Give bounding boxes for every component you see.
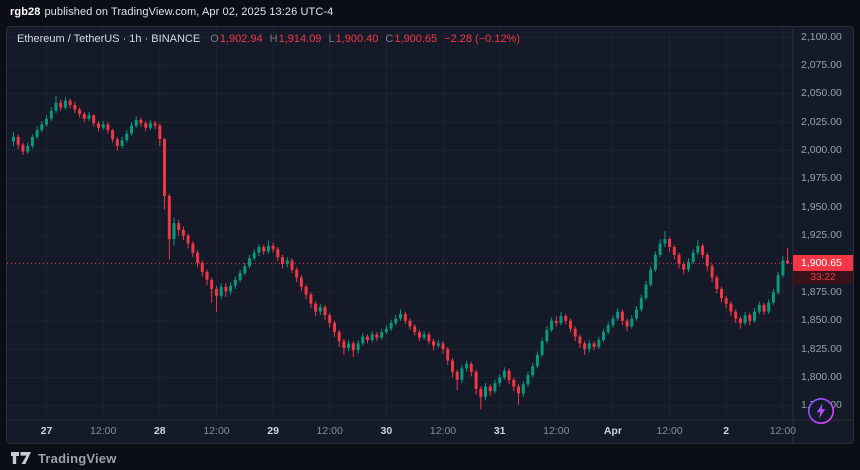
attribution: rgb28 published on TradingView.com, Apr 0… xyxy=(10,6,333,18)
last-price-badge: 1,900.65 33:22 xyxy=(793,255,853,284)
ohlc-values: O1,902.94 H1,914.09 L1,900.40 C1,900.65 −2.2… xyxy=(203,33,520,45)
boost-button[interactable] xyxy=(807,397,835,425)
chart-header: Ethereum / TetherUS · 1h · BINANCE O1,90… xyxy=(17,33,520,45)
price-axis-label: 1,925.00 xyxy=(801,229,842,242)
price-axis-label: 1,875.00 xyxy=(801,286,842,299)
price-axis-label: 1,825.00 xyxy=(801,343,842,356)
time-axis-label[interactable]: 27 xyxy=(41,425,53,437)
time-axis-label[interactable]: Apr xyxy=(604,425,622,437)
tradingview-wordmark: TradingView xyxy=(38,451,117,466)
tradingview-logo-icon xyxy=(10,450,32,466)
time-axis-label[interactable]: 12:00 xyxy=(543,425,569,437)
lightning-bolt-icon xyxy=(807,397,835,425)
time-axis-label[interactable]: 12:00 xyxy=(430,425,456,437)
time-axis-label[interactable]: 29 xyxy=(267,425,279,437)
ohlc-value: 1,900.40 xyxy=(336,33,379,45)
time-axis-label[interactable]: 12:00 xyxy=(656,425,682,437)
footer-brand[interactable]: TradingView xyxy=(10,448,117,468)
price-axis-label: 2,000.00 xyxy=(801,144,842,157)
price-axis-label: 1,950.00 xyxy=(801,201,842,214)
price-axis[interactable]: 2,100.00 2,075.00 2,050.00 2,025.00 2,000.00… xyxy=(793,27,853,443)
ohlc-key: H xyxy=(270,33,278,45)
price-axis-label: 1,975.00 xyxy=(801,172,842,185)
time-axis-label[interactable]: 12:00 xyxy=(770,425,796,437)
symbol-title[interactable]: Ethereum / TetherUS · 1h · BINANCE xyxy=(17,33,200,45)
time-axis-label[interactable]: 30 xyxy=(381,425,393,437)
attribution-username: rgb28 xyxy=(10,6,40,18)
price-axis-label: 2,050.00 xyxy=(801,87,842,100)
ohlc-value: 1,902.94 xyxy=(220,33,263,45)
time-axis[interactable]: 27 12:00 28 12:00 29 12:00 30 12:00 31 12:00 Apr 12… xyxy=(7,420,793,443)
time-axis-label[interactable]: 28 xyxy=(154,425,166,437)
price-axis-label: 1,850.00 xyxy=(801,314,842,327)
time-axis-label[interactable]: 12:00 xyxy=(90,425,116,437)
candlestick-chart[interactable] xyxy=(7,27,853,443)
price-axis-label: 1,800.00 xyxy=(801,371,842,384)
time-axis-label[interactable]: 12:00 xyxy=(203,425,229,437)
time-axis-label[interactable]: 31 xyxy=(494,425,506,437)
ohlc-value: 1,914.09 xyxy=(279,33,322,45)
time-axis-label[interactable]: 12:00 xyxy=(317,425,343,437)
price-axis-label: 2,100.00 xyxy=(801,31,842,44)
ohlc-key: O xyxy=(210,33,219,45)
attribution-text: published on TradingView.com, Apr 02, 20… xyxy=(44,6,333,18)
price-change: −2.28 (−0.12%) xyxy=(444,33,520,45)
price-axis-label: 2,075.00 xyxy=(801,59,842,72)
chart-panel: Ethereum / TetherUS · 1h · BINANCE O1,90… xyxy=(6,26,854,444)
ohlc-value: 1,900.65 xyxy=(394,33,437,45)
bar-countdown: 33:22 xyxy=(793,271,853,284)
time-axis-label[interactable]: 2 xyxy=(723,425,729,437)
ohlc-key: C xyxy=(385,33,393,45)
last-price-value: 1,900.65 xyxy=(793,255,853,271)
price-axis-label: 2,025.00 xyxy=(801,116,842,129)
ohlc-key: L xyxy=(328,33,334,45)
